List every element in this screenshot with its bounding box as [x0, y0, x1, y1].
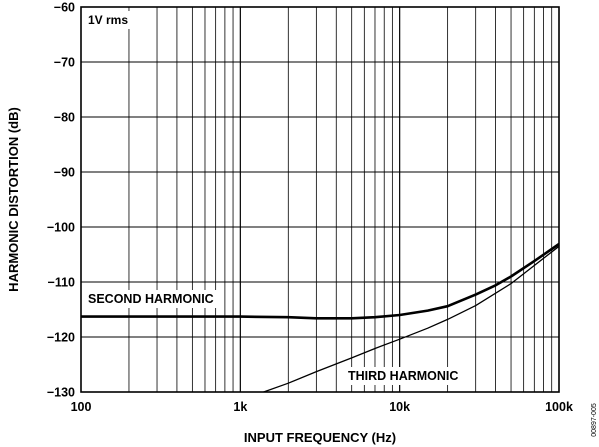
- condition-label-bg: [85, 11, 132, 29]
- x-axis-label: INPUT FREQUENCY (Hz): [244, 430, 396, 445]
- grid-lines: [81, 6, 559, 393]
- x-tick-label: 100: [71, 400, 92, 414]
- y-tick-label: −80: [54, 111, 75, 125]
- third-harmonic-label-bg: [345, 367, 462, 385]
- condition-label: 1V rms: [88, 13, 128, 27]
- y-tick-label: −110: [48, 276, 76, 290]
- series-line-third-harmonic: [263, 245, 560, 393]
- x-tick-label: 10k: [389, 400, 410, 414]
- x-tick-label: 1k: [233, 400, 247, 414]
- y-tick-label: −60: [54, 1, 75, 15]
- y-tick-label: −90: [54, 166, 75, 180]
- y-tick-label: −130: [47, 386, 75, 400]
- y-tick-label: −70: [54, 56, 75, 70]
- series-lines: [81, 242, 560, 393]
- figure-id: 00897-005: [591, 403, 598, 437]
- y-tick-label: −100: [47, 221, 75, 235]
- x-tick-labels: 100 1k 10k 100k: [71, 400, 573, 414]
- series-line-second-harmonic: [81, 242, 560, 320]
- y-axis-label: HARMONIC DISTORTION (dB): [6, 107, 21, 292]
- y-tick-labels: −60 −70 −80 −90 −100 −110 −120 −130: [47, 1, 75, 400]
- plot-frame: [80, 6, 560, 393]
- second-harmonic-label: SECOND HARMONIC: [88, 292, 214, 306]
- x-tick-label: 100k: [545, 400, 573, 414]
- y-tick-label: −120: [47, 331, 75, 345]
- second-harmonic-label-bg: [85, 290, 217, 308]
- third-harmonic-label: THIRD HARMONIC: [348, 369, 458, 383]
